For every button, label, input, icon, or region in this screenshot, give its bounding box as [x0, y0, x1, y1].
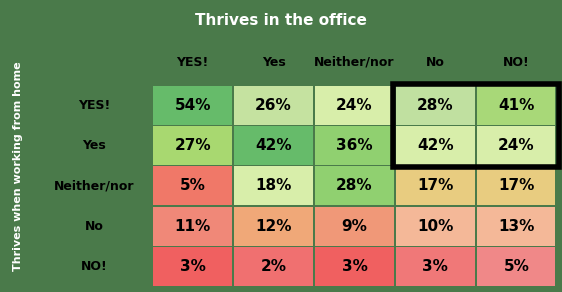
Text: 24%: 24%: [498, 138, 534, 153]
FancyBboxPatch shape: [477, 86, 555, 125]
Text: 41%: 41%: [498, 98, 534, 113]
FancyBboxPatch shape: [396, 166, 474, 206]
FancyBboxPatch shape: [234, 126, 312, 165]
FancyBboxPatch shape: [315, 166, 393, 206]
Text: 5%: 5%: [180, 178, 206, 193]
Text: 28%: 28%: [417, 98, 454, 113]
Text: 9%: 9%: [342, 219, 368, 234]
Text: 36%: 36%: [336, 138, 373, 153]
FancyBboxPatch shape: [153, 207, 232, 246]
Text: 54%: 54%: [174, 98, 211, 113]
Text: No: No: [85, 220, 104, 233]
Text: YES!: YES!: [78, 99, 111, 112]
FancyBboxPatch shape: [153, 86, 232, 125]
Text: 26%: 26%: [255, 98, 292, 113]
Text: 3%: 3%: [423, 259, 448, 274]
FancyBboxPatch shape: [153, 126, 232, 165]
FancyBboxPatch shape: [477, 207, 555, 246]
FancyBboxPatch shape: [477, 126, 555, 165]
Text: 42%: 42%: [255, 138, 292, 153]
Text: Thrives when working from home: Thrives when working from home: [13, 61, 23, 270]
Text: 2%: 2%: [261, 259, 287, 274]
Text: 13%: 13%: [498, 219, 534, 234]
FancyBboxPatch shape: [234, 86, 312, 125]
Text: NO!: NO!: [81, 260, 108, 273]
Text: 3%: 3%: [342, 259, 368, 274]
Text: 10%: 10%: [417, 219, 454, 234]
FancyBboxPatch shape: [396, 86, 474, 125]
Text: 27%: 27%: [174, 138, 211, 153]
FancyBboxPatch shape: [315, 86, 393, 125]
Text: Neither/nor: Neither/nor: [54, 179, 134, 192]
FancyBboxPatch shape: [234, 247, 312, 286]
FancyBboxPatch shape: [315, 126, 393, 165]
Text: Neither/nor: Neither/nor: [314, 56, 395, 69]
FancyBboxPatch shape: [315, 207, 393, 246]
FancyBboxPatch shape: [153, 166, 232, 206]
Text: No: No: [426, 56, 445, 69]
Text: 24%: 24%: [336, 98, 373, 113]
Text: 12%: 12%: [255, 219, 292, 234]
Text: 17%: 17%: [417, 178, 454, 193]
Text: Thrives in the office: Thrives in the office: [195, 13, 367, 28]
FancyBboxPatch shape: [315, 247, 393, 286]
FancyBboxPatch shape: [234, 166, 312, 206]
Text: 28%: 28%: [336, 178, 373, 193]
FancyBboxPatch shape: [477, 166, 555, 206]
Text: YES!: YES!: [176, 56, 209, 69]
Text: 17%: 17%: [498, 178, 534, 193]
FancyBboxPatch shape: [396, 207, 474, 246]
Text: 5%: 5%: [504, 259, 529, 274]
FancyBboxPatch shape: [477, 247, 555, 286]
FancyBboxPatch shape: [396, 126, 474, 165]
Text: Yes: Yes: [262, 56, 285, 69]
Text: 11%: 11%: [174, 219, 211, 234]
Text: 42%: 42%: [417, 138, 454, 153]
Text: Yes: Yes: [83, 139, 106, 152]
Text: 18%: 18%: [255, 178, 292, 193]
Text: 3%: 3%: [180, 259, 206, 274]
FancyBboxPatch shape: [153, 247, 232, 286]
Text: NO!: NO!: [503, 56, 529, 69]
FancyBboxPatch shape: [396, 247, 474, 286]
FancyBboxPatch shape: [234, 207, 312, 246]
